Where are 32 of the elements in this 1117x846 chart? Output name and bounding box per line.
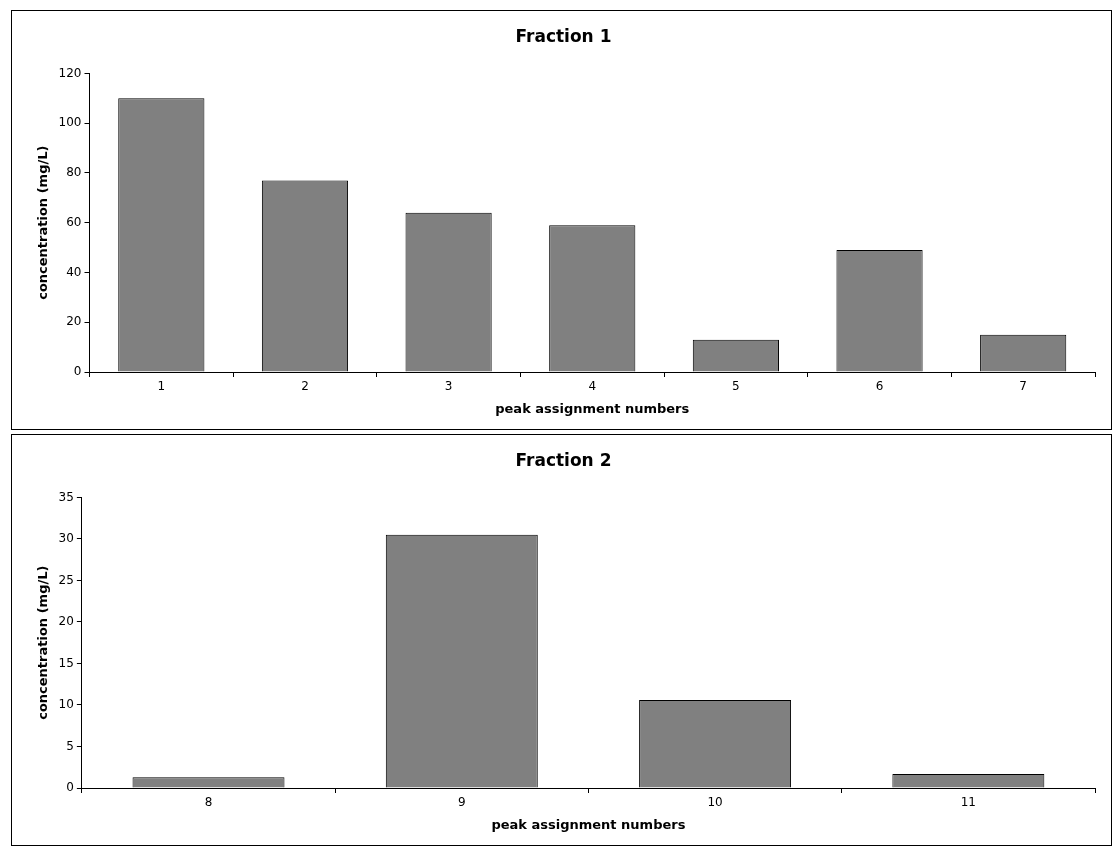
y-tick-label: 80 <box>66 165 82 180</box>
x-tick-label: 10 <box>707 795 723 810</box>
x-tick-label: 9 <box>457 795 466 810</box>
y-tick-label: 25 <box>58 572 74 587</box>
y-tick-label: 20 <box>66 314 82 329</box>
y-tick-label: 15 <box>58 655 74 670</box>
x-axis-title: peak assignment numbers <box>491 816 686 832</box>
x-tick-label: 11 <box>960 795 976 810</box>
x-tick-label: 3 <box>444 379 453 394</box>
x-tick-label: 7 <box>1019 379 1027 394</box>
chart-title: Fraction 2 <box>515 449 612 470</box>
x-tick-label: 2 <box>301 379 309 394</box>
y-axis-title: concentration (mg/L) <box>35 565 51 720</box>
y-tick-label: 100 <box>58 115 82 130</box>
x-tick-label: 1 <box>157 379 166 394</box>
y-tick-label: 5 <box>66 738 74 753</box>
y-tick-label: 35 <box>58 489 74 504</box>
y-tick-label: 40 <box>66 264 82 279</box>
y-tick-label: 10 <box>58 697 74 712</box>
y-tick-label: 0 <box>73 364 82 379</box>
x-tick-label: 6 <box>875 379 884 394</box>
x-tick-label: 8 <box>204 795 213 810</box>
y-axis-title: concentration (mg/L) <box>35 145 51 300</box>
y-tick-label: 30 <box>58 531 74 546</box>
y-tick-label: 60 <box>66 214 82 229</box>
y-tick-label: 120 <box>58 65 82 80</box>
y-tick-label: 0 <box>66 780 74 795</box>
chart-title: Fraction 1 <box>515 25 612 46</box>
x-tick-label: 5 <box>732 379 740 394</box>
x-axis-title: peak assignment numbers <box>495 400 690 416</box>
x-tick-label: 4 <box>588 379 597 394</box>
y-tick-label: 20 <box>58 614 74 629</box>
